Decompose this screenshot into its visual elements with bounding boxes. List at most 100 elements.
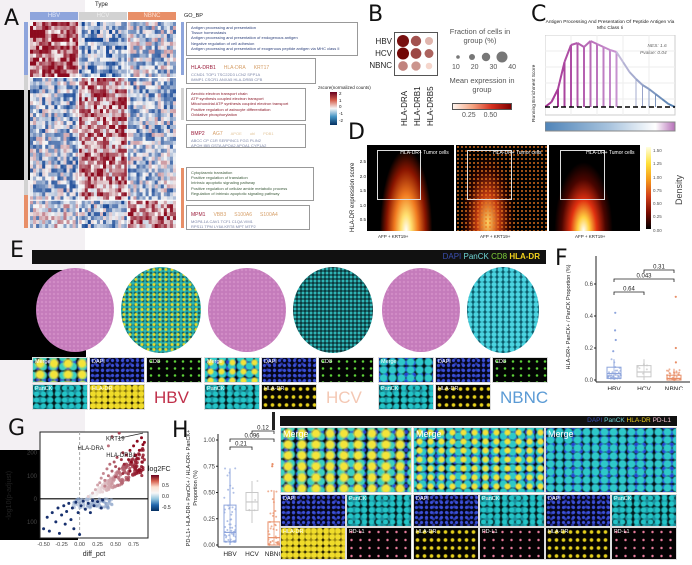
heatmap-cell (154, 97, 159, 102)
heatmap-cell (154, 101, 159, 106)
heatmap-cell (169, 128, 174, 134)
stain-dapi: DAPI (442, 252, 462, 261)
heatmap-cell (118, 25, 122, 31)
heatmap-cell (39, 136, 43, 142)
heatmap-cell (112, 93, 116, 98)
heatmap-cell (148, 89, 152, 94)
heatmap-cell (169, 85, 174, 90)
heatmap-cell (99, 132, 104, 138)
heatmap-cell (145, 180, 149, 185)
heatmap-cell (169, 224, 174, 228)
group-label-hcv: HCV (326, 388, 362, 407)
heatmap-cell (160, 200, 165, 205)
heatmap-cell (127, 41, 131, 47)
heatmap-cell (75, 144, 79, 150)
heatmap-cell (45, 152, 49, 157)
heatmap-cell (130, 65, 134, 70)
heatmap-cell (121, 140, 125, 146)
heatmap-cell (75, 65, 79, 70)
heatmap-cell (36, 125, 40, 130)
heatmap-cell (93, 73, 98, 78)
heatmap-cell (54, 188, 58, 193)
heatmap-cell (63, 132, 67, 138)
heatmap-cell (157, 125, 162, 130)
col-label: HLA-DRB5 (426, 86, 435, 126)
heatmap-cell (166, 204, 171, 209)
heatmap-cell (136, 117, 140, 122)
jitter-point (234, 528, 237, 531)
heatmap-cell (63, 176, 67, 181)
heatmap-cell (115, 113, 119, 118)
heatmap-cell (42, 25, 46, 31)
p-value-label: 0.31 (653, 265, 665, 271)
heatmap-cell (42, 77, 46, 82)
heatmap-cell (115, 101, 119, 106)
heatmap-cell (78, 160, 83, 165)
heatmap-cell (154, 160, 159, 165)
heatmap-cell (45, 53, 49, 58)
heatmap-cell (118, 216, 122, 221)
heatmap-cell (36, 216, 40, 221)
heatmap-cell (54, 196, 58, 201)
heatmap-cell (42, 204, 46, 209)
heatmap-cell (124, 61, 128, 66)
heatmap-cell (169, 136, 174, 142)
heatmap-cell (54, 140, 58, 146)
heatmap-cell (160, 212, 165, 217)
heatmap-cell (45, 57, 49, 62)
heatmap-cell (96, 49, 101, 54)
heatmap-cell (169, 101, 174, 106)
heatmap-cell (78, 89, 83, 94)
heatmap-cell (96, 196, 101, 201)
heatmap-cell (57, 125, 61, 130)
heatmap-cell (151, 29, 156, 35)
heatmap-cell (78, 125, 83, 130)
heatmap-cell (133, 224, 137, 228)
jitter-point (231, 506, 234, 509)
heatmap-cell (57, 148, 61, 154)
heatmap-cell (157, 22, 162, 27)
heatmap-cell (99, 212, 104, 217)
heatmap-cell (121, 121, 125, 126)
heatmap-cell (148, 109, 152, 114)
heatmap-cell (109, 33, 113, 39)
group-label-nbnc: NBNC (500, 388, 549, 407)
heatmap-cell (51, 25, 55, 31)
heatmap-cell (72, 204, 76, 209)
heatmap-cell (130, 53, 134, 58)
heatmap-cell (30, 224, 34, 228)
heatmap-cell (109, 93, 113, 98)
heatmap-cell (121, 148, 125, 154)
panel-label-b: B (368, 2, 384, 27)
heatmap-cell (133, 156, 137, 161)
dot-HBV-HLA-DRB5 (424, 36, 434, 46)
scatter-point (99, 506, 103, 510)
heatmap-cell (112, 89, 116, 94)
heatmap-cell (166, 220, 171, 225)
heatmap-cell (154, 77, 159, 82)
heatmap-cell (151, 25, 156, 31)
heatmap-cell (60, 200, 64, 205)
heatmap-cell (139, 140, 143, 146)
heatmap-cell (142, 168, 146, 173)
heatmap-cell (106, 200, 110, 205)
heatmap-cell (142, 144, 146, 150)
heatmap-cell (69, 37, 73, 43)
heatmap-cell (127, 65, 131, 70)
heatmap-cell (93, 33, 98, 39)
heatmap-cell (39, 196, 43, 201)
tile-pd-l1: PD-L1 (346, 527, 412, 560)
heatmap-cell (93, 77, 98, 82)
heatmap-cell (33, 29, 37, 35)
heatmap-cell (154, 109, 159, 114)
heatmap-cell (72, 89, 76, 94)
heatmap-cell (48, 69, 52, 74)
expression-heatmap (30, 22, 176, 228)
heatmap-cell (75, 148, 79, 154)
heatmap-cell (154, 156, 159, 161)
heatmap-cell (133, 121, 137, 126)
heatmap-cell (66, 25, 70, 31)
heatmap-cell (84, 117, 89, 122)
heatmap-cell (54, 121, 58, 126)
heatmap-cell (93, 212, 98, 217)
